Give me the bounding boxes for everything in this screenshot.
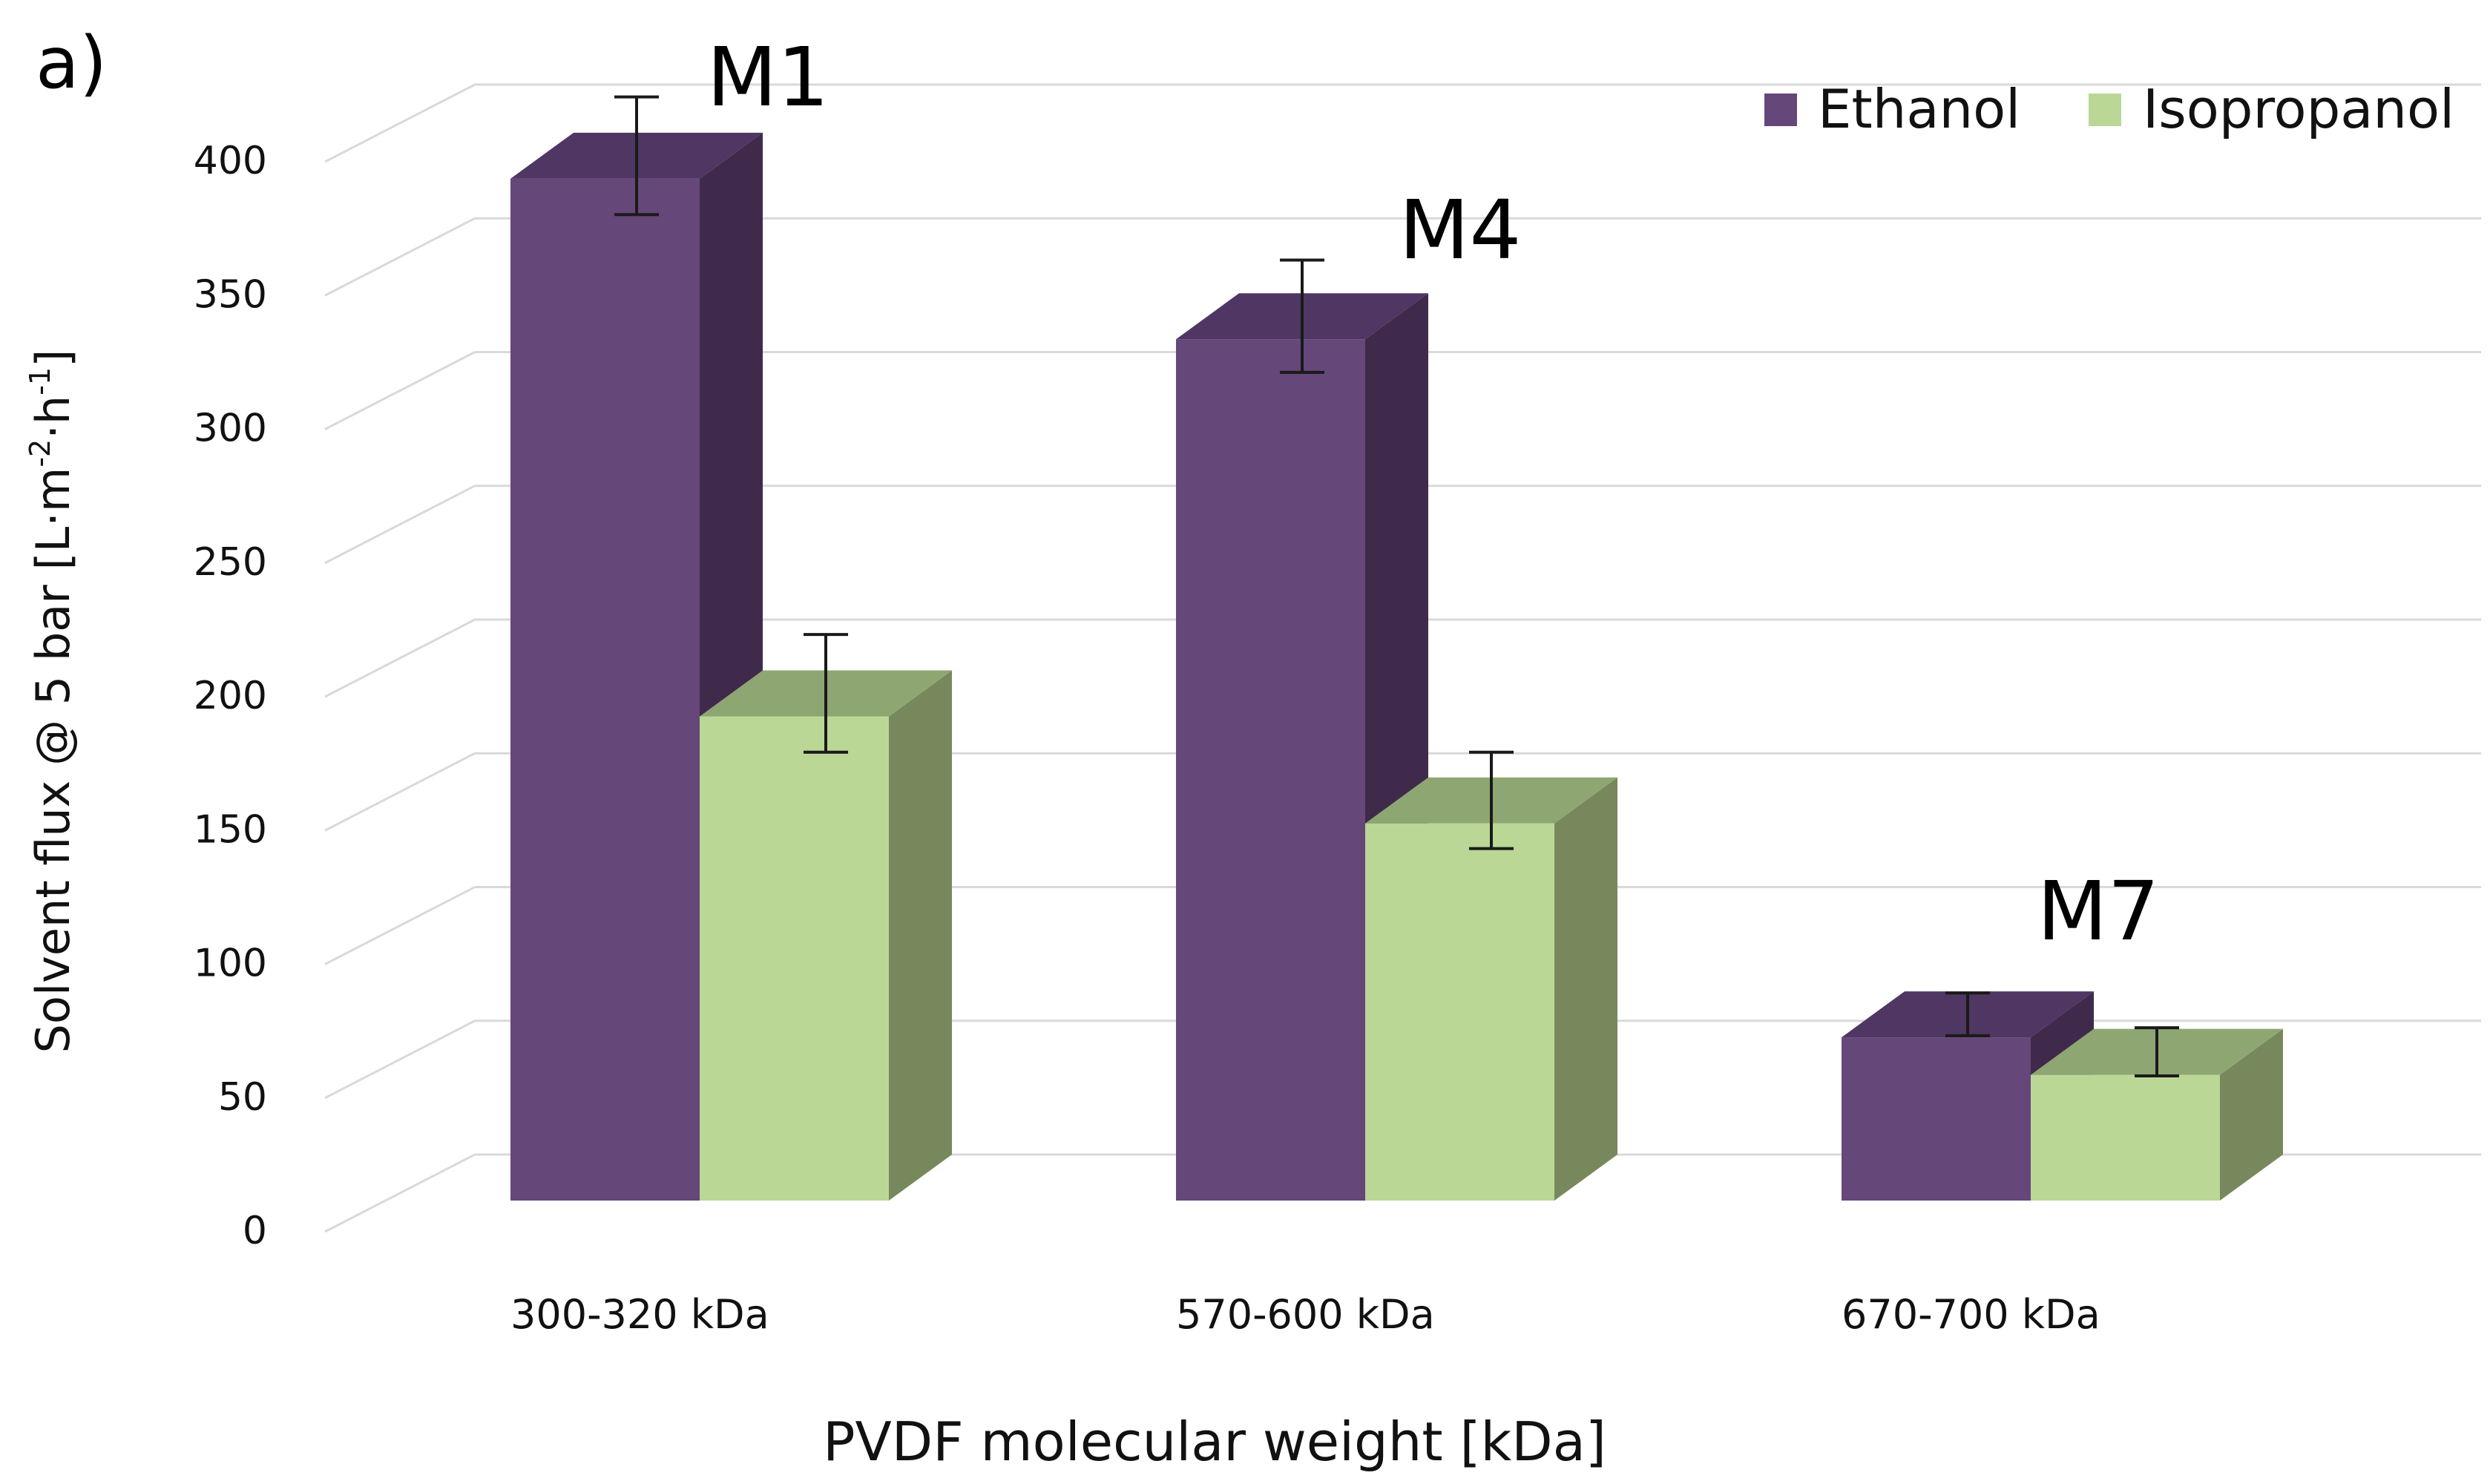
legend-label-ethanol: Ethanol (1818, 78, 2020, 140)
bars-layer (510, 132, 2283, 1201)
x-axis-label: PVDF molecular weight [kDa] (823, 1411, 1606, 1473)
error-bar-ethanol (614, 95, 659, 217)
y-tick-label: 250 (194, 540, 267, 585)
x-tick-label: 570-600 kDa (1176, 1291, 1435, 1338)
y-tick-label: 150 (194, 807, 267, 852)
x-category-labels: 300-320 kDa 570-600 kDa 670-700 kDa (510, 1291, 2100, 1338)
gridline-diagonal (324, 83, 476, 163)
bar-group-label: M7 (2037, 864, 2160, 959)
bar-isopropanol (2031, 1074, 2220, 1201)
error-bar-ethanol (1945, 991, 1990, 1037)
gridline-diagonal (324, 1020, 476, 1100)
legend-label-isopropanol: Isopropanol (2143, 78, 2454, 140)
y-axis-label: Solvent flux @ 5 bar [L·m-2·h-1] (24, 349, 80, 1054)
x-tick-label: 670-700 kDa (1842, 1291, 2100, 1338)
y-tick-label: 300 (194, 407, 267, 451)
error-bars-layer (614, 95, 2179, 1078)
y-tick-label: 0 (243, 1209, 267, 1253)
y-tick-label: 50 (218, 1075, 267, 1120)
legend: Ethanol Isopropanol (1764, 78, 2454, 140)
gridline-diagonal (324, 217, 476, 297)
y-tick-label: 100 (194, 942, 267, 986)
legend-swatch-ethanol (1764, 93, 1797, 126)
bar-group-label: M1 (707, 30, 830, 125)
error-bar-isopropanol (804, 633, 848, 754)
y-tick-labels: 0 50 100 150 200 250 300 350 400 (194, 139, 267, 1253)
y-tick-label: 200 (194, 674, 267, 718)
bar-side-isopropanol (1554, 777, 1617, 1201)
panel-label: a) (36, 22, 107, 105)
bar-side-isopropanol (2220, 1028, 2283, 1201)
bar-isopropanol (1365, 823, 1554, 1201)
bar-ethanol (1176, 339, 1365, 1201)
x-tick-label: 300-320 kDa (510, 1291, 769, 1338)
y-tick-label: 400 (194, 139, 267, 183)
gridline-diagonal (324, 752, 476, 832)
y-tick-label: 350 (194, 272, 267, 317)
bar-isopropanol (700, 716, 889, 1201)
bar-group-label: M4 (1399, 183, 1522, 278)
bar-ethanol (1842, 1037, 2031, 1201)
error-bar-ethanol (1280, 258, 1324, 374)
error-bar-isopropanol (1469, 750, 1514, 850)
bar-side-isopropanol (889, 670, 952, 1201)
gridline-diagonal (324, 886, 476, 965)
error-bar-isopropanol (2135, 1026, 2179, 1078)
gridline-diagonal (324, 1153, 476, 1233)
gridline-diagonal (324, 618, 476, 698)
gridline-diagonal (324, 351, 476, 430)
gridline-diagonal (324, 485, 476, 565)
legend-swatch-isopropanol (2089, 93, 2121, 126)
bar-labels: M1 M4 M7 (707, 30, 2160, 959)
bar-ethanol (510, 178, 700, 1201)
